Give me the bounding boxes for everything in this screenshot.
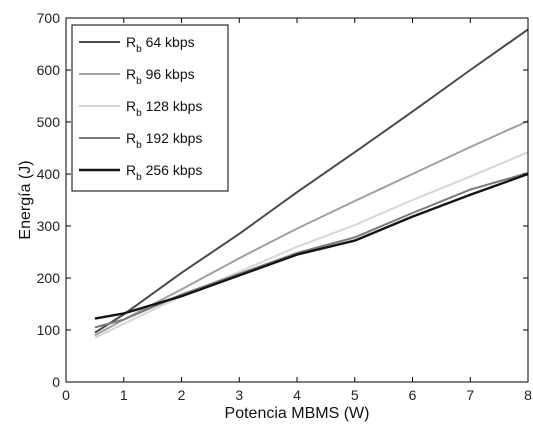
legend-label-3: Rb 128 kbps — [126, 98, 202, 119]
legend-label-1: Rb 64 kbps — [126, 34, 195, 55]
series-line-2 — [94, 120, 529, 337]
legend-rate: 256 kbps — [142, 162, 203, 178]
x-tick-label: 5 — [351, 387, 359, 403]
x-tick-label: 7 — [466, 387, 474, 403]
series-line-5 — [94, 172, 529, 320]
legend-subscript: b — [136, 44, 142, 55]
legend-main: R — [126, 34, 136, 50]
x-tick-label: 1 — [120, 387, 128, 403]
legend-subscript: b — [136, 140, 142, 151]
y-tick-label: 200 — [37, 270, 61, 286]
x-tick-label: 2 — [178, 387, 186, 403]
axis-tick-labels: 0 1 2 3 4 5 6 7 8 0 100 200 300 400 500 600 700 — [37, 10, 532, 403]
legend-rate: 128 kbps — [142, 98, 203, 114]
series-line-1 — [94, 28, 529, 334]
legend-main: R — [126, 98, 136, 114]
legend-rate: 64 kbps — [142, 34, 195, 50]
legend-main: R — [126, 162, 136, 178]
series-line-4 — [94, 172, 529, 329]
legend-box — [71, 24, 229, 192]
x-tick-label: 8 — [524, 387, 532, 403]
y-tick-label: 300 — [37, 218, 61, 234]
axis-ticks — [65, 17, 529, 383]
y-tick-label: 600 — [37, 62, 61, 78]
legend-label-2: Rb 96 kbps — [126, 66, 195, 87]
x-tick-label: 3 — [235, 387, 243, 403]
legend-main: R — [126, 66, 136, 82]
legend-rate: 96 kbps — [142, 66, 195, 82]
legend-subscript: b — [136, 108, 142, 119]
x-tick-label: 6 — [409, 387, 417, 403]
series-line-3 — [94, 151, 529, 339]
y-tick-label: 100 — [37, 322, 61, 338]
legend-main: R — [126, 130, 136, 146]
plot-lines — [94, 28, 529, 339]
legend-label-5: Rb 256 kbps — [126, 162, 202, 183]
x-tick-label: 0 — [62, 387, 70, 403]
x-axis-label: Potencia MBMS (W) — [225, 405, 370, 422]
legend-label-4: Rb 192 kbps — [126, 130, 202, 151]
y-tick-label: 500 — [37, 114, 61, 130]
x-tick-label: 4 — [293, 387, 301, 403]
legend-subscript: b — [136, 172, 142, 183]
y-tick-label: 0 — [52, 374, 60, 390]
legend-subscript: b — [136, 76, 142, 87]
y-tick-label: 400 — [37, 166, 61, 182]
legend-rate: 192 kbps — [142, 130, 203, 146]
y-axis-label: Energía (J) — [17, 160, 34, 239]
y-tick-label: 700 — [37, 10, 61, 26]
